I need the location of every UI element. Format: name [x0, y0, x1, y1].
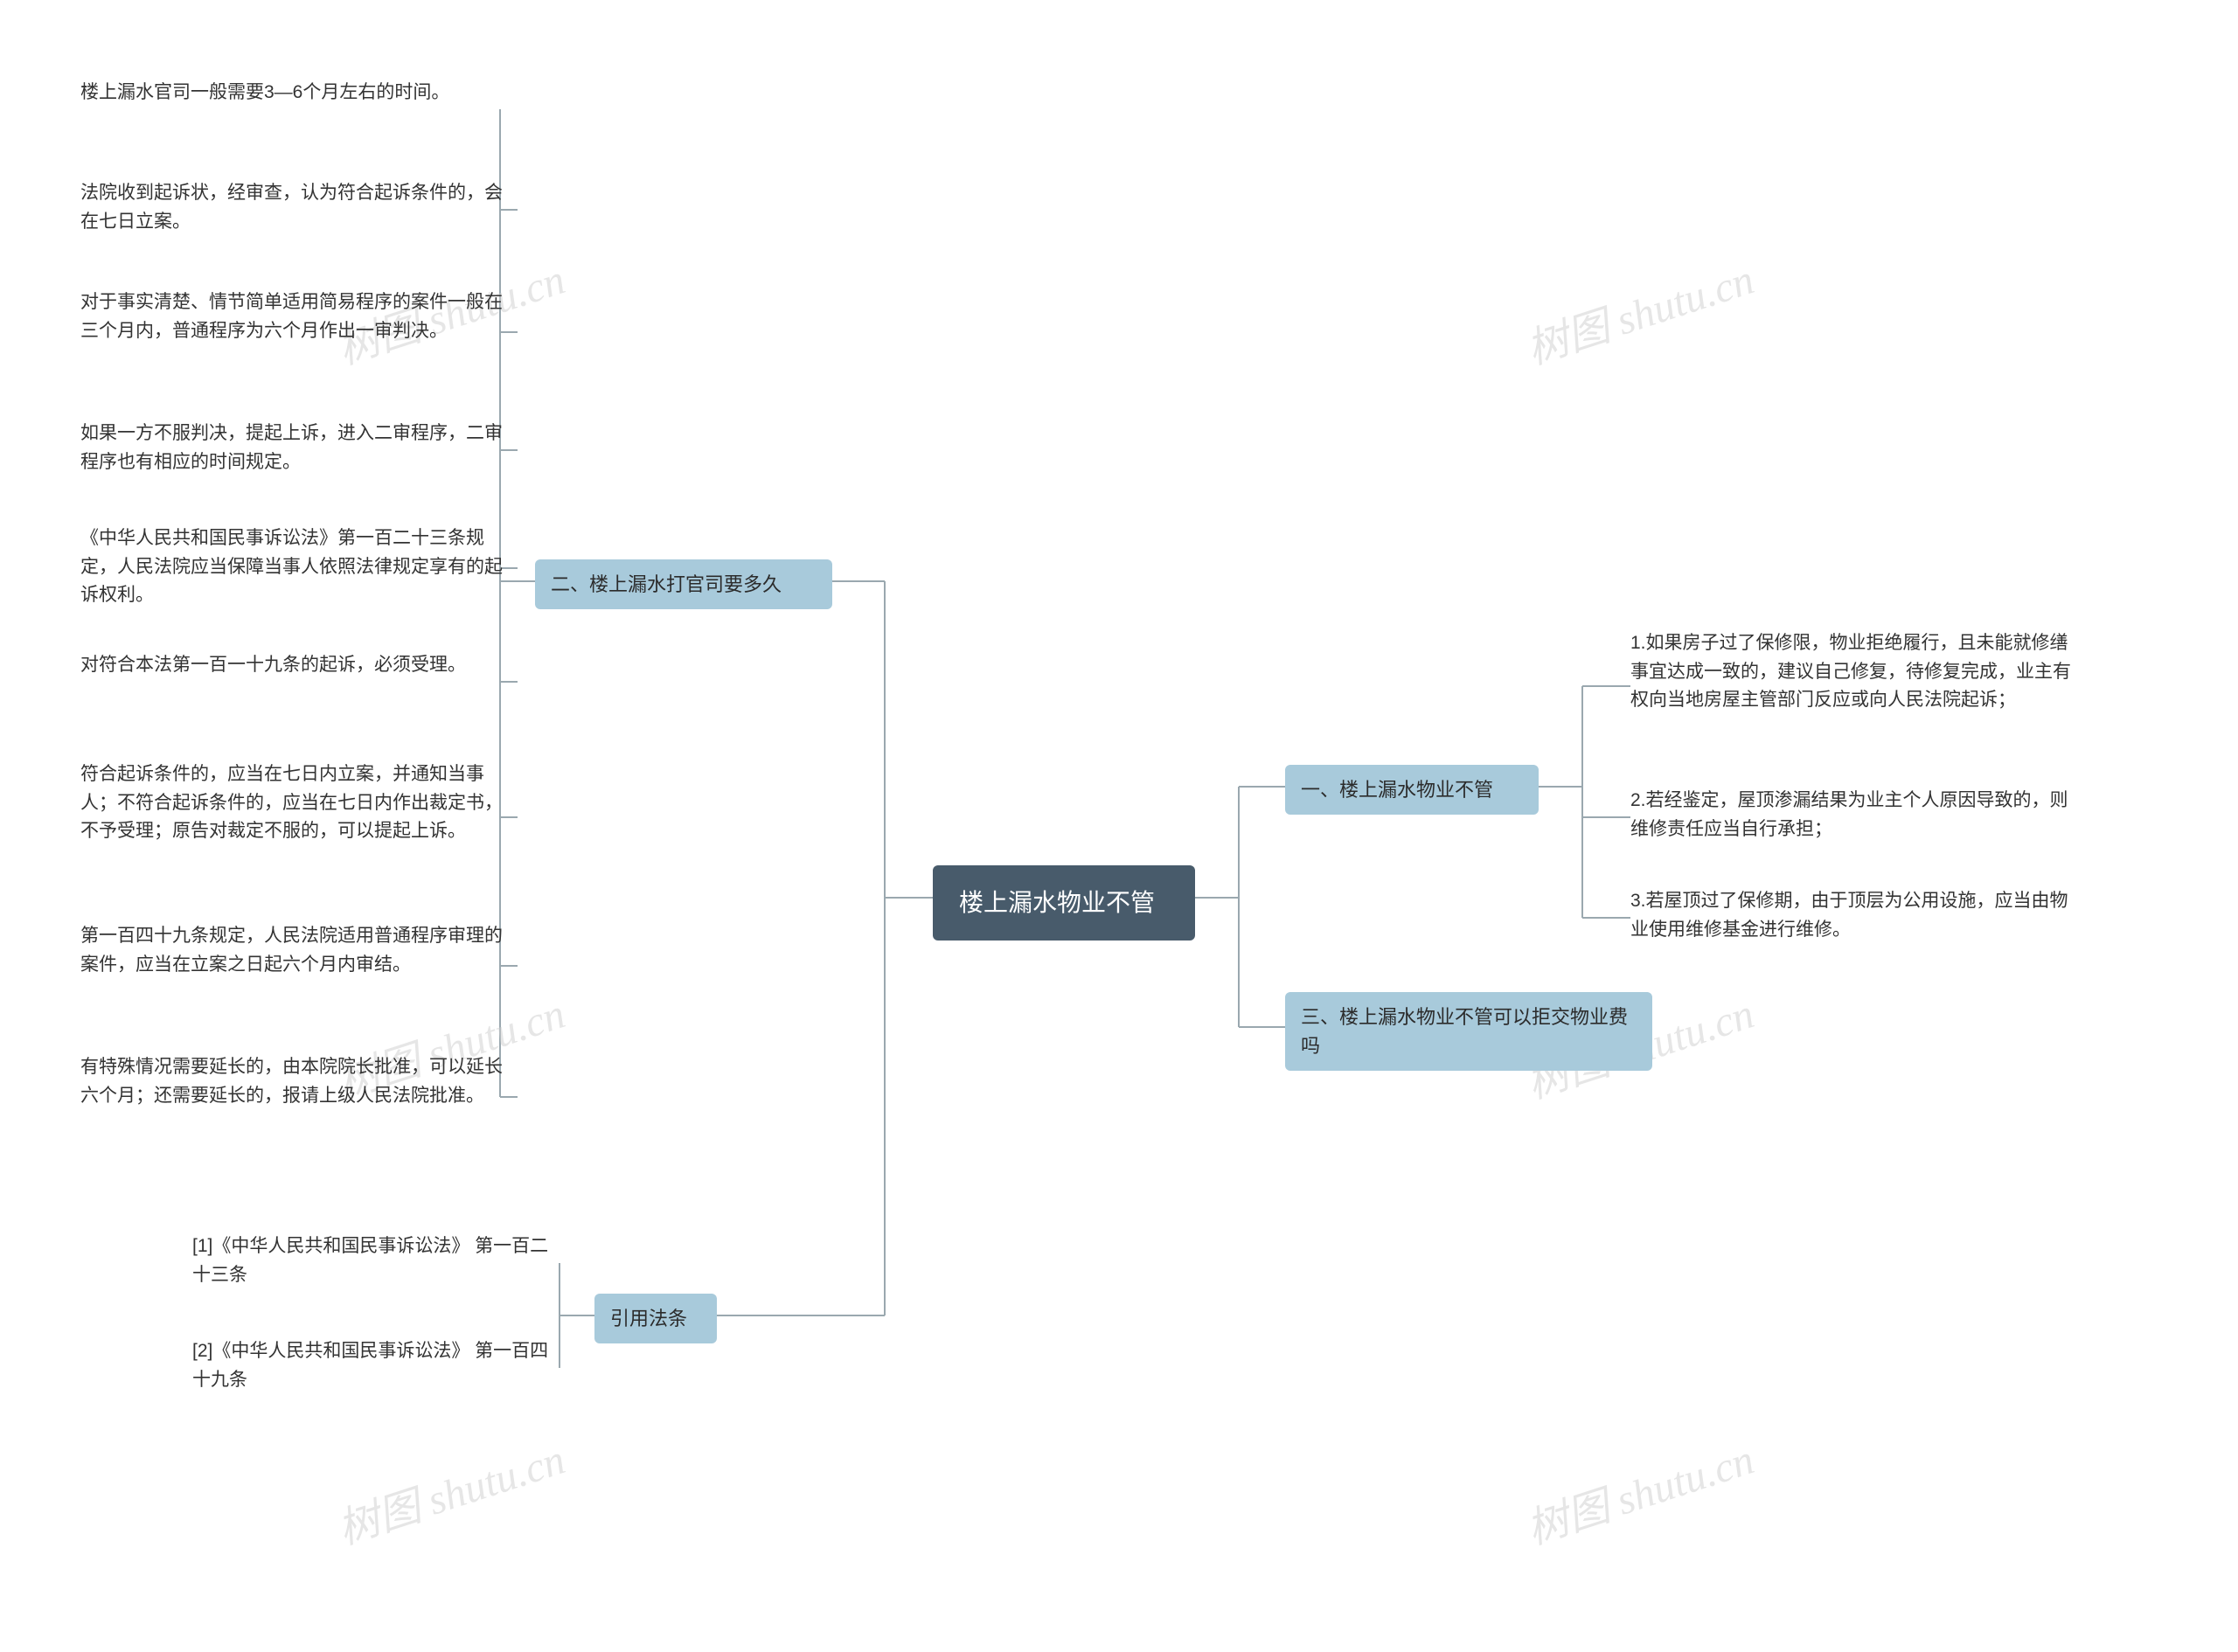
root-node[interactable]: 楼上漏水物业不管 — [933, 865, 1195, 941]
branch-l1-label: 二、楼上漏水打官司要多久 — [551, 570, 782, 599]
leaf-l1c4-label: 如果一方不服判决，提起上诉，进入二审程序，二审程序也有相应的时间规定。 — [80, 420, 518, 476]
leaf-l1c2: 法院收到起诉状，经审查，认为符合起诉条件的，会在七日立案。 — [80, 179, 518, 236]
branch-l1[interactable]: 二、楼上漏水打官司要多久 — [535, 559, 832, 609]
leaf-r1c3: 3.若屋顶过了保修期，由于顶层为公用设施，应当由物业使用维修基金进行维修。 — [1630, 887, 2085, 944]
leaf-l2c1: [1]《中华人民共和国民事诉讼法》 第一百二十三条 — [192, 1232, 560, 1289]
leaf-l1c7-label: 符合起诉条件的，应当在七日内立案，并通知当事人；不符合起诉条件的，应当在七日内作… — [80, 760, 518, 846]
leaf-l2c2: [2]《中华人民共和国民事诉讼法》 第一百四十九条 — [192, 1337, 560, 1394]
leaf-l1c7: 符合起诉条件的，应当在七日内立案，并通知当事人；不符合起诉条件的，应当在七日内作… — [80, 760, 518, 846]
branch-r2[interactable]: 三、楼上漏水物业不管可以拒交物业费吗 — [1285, 992, 1652, 1071]
branch-r1[interactable]: 一、楼上漏水物业不管 — [1285, 765, 1539, 815]
leaf-r1c3-label: 3.若屋顶过了保修期，由于顶层为公用设施，应当由物业使用维修基金进行维修。 — [1630, 887, 2085, 944]
branch-l2[interactable]: 引用法条 — [594, 1294, 717, 1343]
leaf-l1c5-label: 《中华人民共和国民事诉讼法》第一百二十三条规定，人民法院应当保障当事人依照法律规… — [80, 524, 518, 610]
branch-l2-label: 引用法条 — [610, 1304, 687, 1333]
leaf-l1c1: 楼上漏水官司一般需要3—6个月左右的时间。 — [80, 79, 500, 108]
leaf-l2c2-label: [2]《中华人民共和国民事诉讼法》 第一百四十九条 — [192, 1337, 560, 1394]
leaf-l1c6: 对符合本法第一百一十九条的起诉，必须受理。 — [80, 651, 518, 680]
leaf-l1c5: 《中华人民共和国民事诉讼法》第一百二十三条规定，人民法院应当保障当事人依照法律规… — [80, 524, 518, 610]
leaf-l1c9: 有特殊情况需要延长的，由本院院长批准，可以延长六个月；还需要延长的，报请上级人民… — [80, 1053, 518, 1110]
leaf-r1c2-label: 2.若经鉴定，屋顶渗漏结果为业主个人原因导致的，则维修责任应当自行承担； — [1630, 787, 2085, 843]
branch-r1-label: 一、楼上漏水物业不管 — [1301, 775, 1493, 804]
branch-r2-label: 三、楼上漏水物业不管可以拒交物业费吗 — [1301, 1003, 1637, 1060]
leaf-l1c3: 对于事实清楚、情节简单适用简易程序的案件一般在三个月内，普通程序为六个月作出一审… — [80, 288, 518, 345]
leaf-r1c1-label: 1.如果房子过了保修限，物业拒绝履行，且未能就修缮事宜达成一致的，建议自己修复，… — [1630, 629, 2085, 715]
leaf-r1c2: 2.若经鉴定，屋顶渗漏结果为业主个人原因导致的，则维修责任应当自行承担； — [1630, 787, 2085, 843]
leaf-l1c6-label: 对符合本法第一百一十九条的起诉，必须受理。 — [80, 651, 466, 680]
leaf-r1c1: 1.如果房子过了保修限，物业拒绝履行，且未能就修缮事宜达成一致的，建议自己修复，… — [1630, 629, 2085, 715]
watermark-4: 树图 shutu.cn — [329, 1425, 572, 1556]
watermark-1: 树图 shutu.cn — [1518, 245, 1761, 376]
leaf-l1c2-label: 法院收到起诉状，经审查，认为符合起诉条件的，会在七日立案。 — [80, 179, 518, 236]
mindmap-canvas: 楼上漏水物业不管 树图 shutu.cn 树图 shutu.cn 树图 shutu.… — [0, 0, 2238, 1652]
leaf-l2c1-label: [1]《中华人民共和国民事诉讼法》 第一百二十三条 — [192, 1232, 560, 1289]
root-label: 楼上漏水物业不管 — [959, 885, 1155, 921]
leaf-l1c8: 第一百四十九条规定，人民法院适用普通程序审理的案件，应当在立案之日起六个月内审结… — [80, 922, 518, 979]
leaf-l1c8-label: 第一百四十九条规定，人民法院适用普通程序审理的案件，应当在立案之日起六个月内审结… — [80, 922, 518, 979]
watermark-5: 树图 shutu.cn — [1518, 1425, 1761, 1556]
leaf-l1c3-label: 对于事实清楚、情节简单适用简易程序的案件一般在三个月内，普通程序为六个月作出一审… — [80, 288, 518, 345]
leaf-l1c4: 如果一方不服判决，提起上诉，进入二审程序，二审程序也有相应的时间规定。 — [80, 420, 518, 476]
leaf-l1c9-label: 有特殊情况需要延长的，由本院院长批准，可以延长六个月；还需要延长的，报请上级人民… — [80, 1053, 518, 1110]
leaf-l1c1-label: 楼上漏水官司一般需要3—6个月左右的时间。 — [80, 79, 449, 108]
